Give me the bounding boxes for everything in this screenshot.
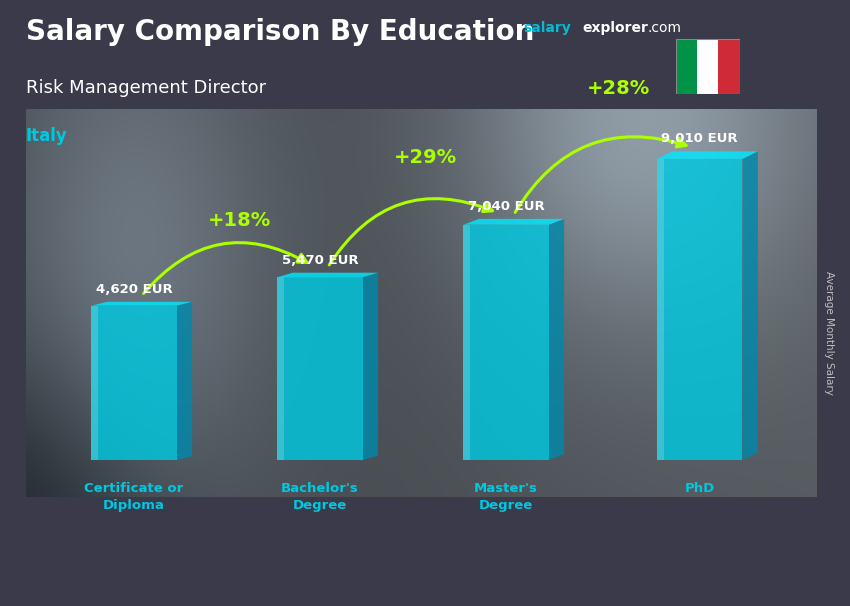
Text: Master's
Degree: Master's Degree [474, 482, 538, 512]
Polygon shape [657, 152, 758, 159]
Polygon shape [177, 302, 192, 460]
Text: +28%: +28% [586, 79, 650, 98]
Bar [277, 278, 363, 460]
Text: PhD: PhD [684, 482, 715, 495]
Polygon shape [742, 152, 758, 460]
Text: 9,010 EUR: 9,010 EUR [661, 132, 738, 145]
Text: +18%: +18% [207, 211, 271, 230]
Bar [657, 159, 664, 460]
Bar [463, 225, 470, 460]
Text: .com: .com [648, 21, 682, 35]
Bar [92, 305, 177, 460]
Bar [697, 39, 718, 94]
Polygon shape [463, 219, 564, 225]
Polygon shape [277, 273, 378, 278]
Text: Italy: Italy [26, 127, 67, 145]
Text: Average Monthly Salary: Average Monthly Salary [824, 271, 834, 395]
Text: +29%: +29% [394, 148, 457, 167]
Text: explorer: explorer [582, 21, 648, 35]
Bar [676, 39, 697, 94]
Text: Salary Comparison By Education: Salary Comparison By Education [26, 18, 534, 46]
Bar [277, 278, 284, 460]
Text: Bachelor's
Degree: Bachelor's Degree [281, 482, 359, 512]
Text: Risk Management Director: Risk Management Director [26, 79, 265, 97]
Polygon shape [363, 273, 378, 460]
Text: 4,620 EUR: 4,620 EUR [96, 283, 173, 296]
Text: Certificate or
Diploma: Certificate or Diploma [84, 482, 184, 512]
Bar [463, 225, 548, 460]
Bar [657, 159, 742, 460]
Text: 7,040 EUR: 7,040 EUR [468, 200, 544, 213]
Polygon shape [92, 302, 192, 305]
Polygon shape [548, 219, 564, 460]
Text: 5,470 EUR: 5,470 EUR [281, 254, 359, 267]
Text: salary: salary [523, 21, 570, 35]
Bar [718, 39, 740, 94]
Bar [92, 305, 99, 460]
